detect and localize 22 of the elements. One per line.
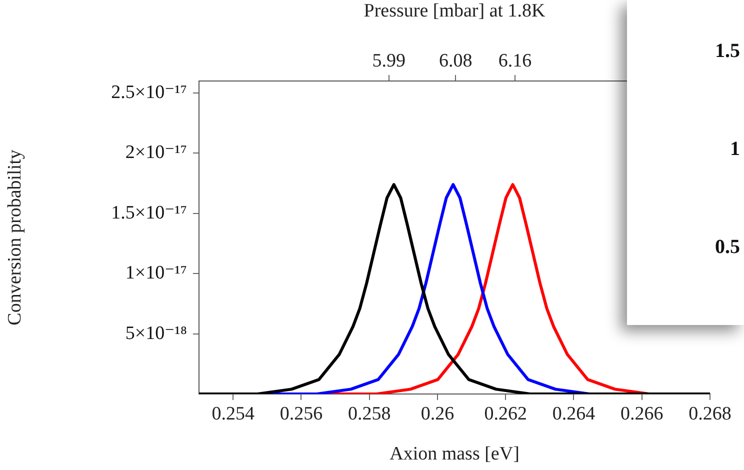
y-axis-title: Conversion probability (4, 149, 26, 326)
x2-tick-label: 5.99 (372, 50, 406, 72)
x-tick-label: 0.26 (420, 403, 454, 424)
text: 1.5 (715, 40, 740, 63)
y-tick-label: 1×10⁻¹⁷ (125, 262, 187, 284)
x2-axis-title: Pressure [mbar] at 1.8K (364, 0, 546, 22)
x-tick-label: 0.268 (688, 403, 732, 424)
y-tick-label: 5×10⁻¹⁸ (125, 322, 187, 344)
x2-tick-label: 6.16 (498, 50, 532, 72)
x-tick-label: 0.266 (620, 403, 664, 424)
x-tick-label: 0.258 (348, 403, 391, 424)
x-axis-title: Axion mass [eV] (390, 444, 520, 465)
x-tick-label: 0.254 (212, 403, 255, 424)
x-tick-label: 0.256 (280, 403, 323, 424)
text: 0.5 (715, 236, 740, 259)
x-tick-label: 0.264 (552, 403, 596, 424)
x2-tick-label: 6.08 (438, 50, 472, 72)
y-tick-label: 2×10⁻¹⁷ (125, 142, 187, 164)
y-tick-label: 1.5×10⁻¹⁷ (111, 202, 187, 224)
y-tick-label: 2.5×10⁻¹⁷ (111, 82, 187, 104)
text: 1 (730, 138, 740, 161)
x-tick-label: 0.262 (484, 403, 527, 424)
